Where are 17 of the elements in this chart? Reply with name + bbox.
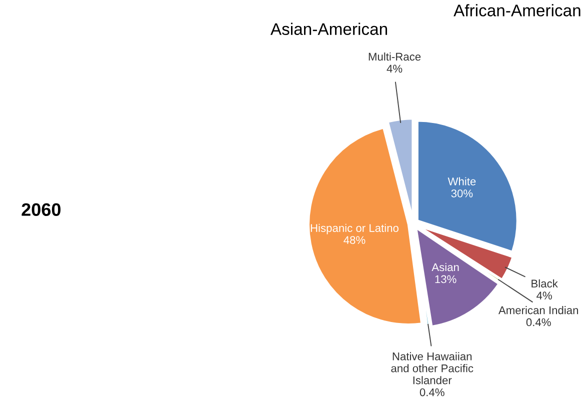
data-label: 30% — [451, 189, 473, 198]
data-label: 13% — [435, 275, 456, 284]
data-label: 4% — [536, 292, 552, 300]
slice-label: Native Hawaiian and other Pacific Islander — [391, 352, 474, 384]
data-label: 48% — [344, 236, 366, 244]
slice-label: Asian — [432, 263, 459, 272]
text: 2060 — [22, 203, 61, 216]
slice-label: American Indian — [498, 306, 578, 314]
slice-label: White — [448, 177, 476, 186]
text: Asian-American — [270, 22, 388, 36]
data-label: 0.4% — [526, 318, 551, 326]
data-label: 0.4% — [420, 388, 444, 396]
data-label: 4% — [386, 64, 402, 73]
slice-label: Hispanic or Latino — [310, 224, 398, 234]
slice-label: Multi-Race — [368, 52, 421, 61]
slice-label: Black — [532, 279, 558, 288]
text: African-American — [454, 4, 580, 16]
